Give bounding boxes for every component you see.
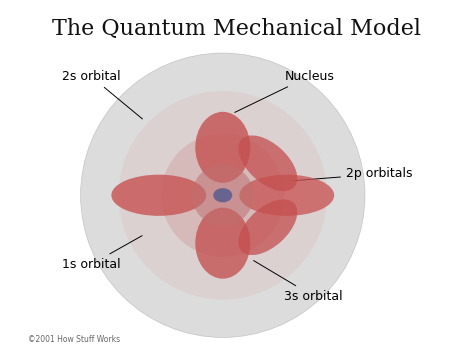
Ellipse shape [192,164,254,226]
Text: The Quantum Mechanical Model: The Quantum Mechanical Model [53,18,421,40]
Ellipse shape [239,175,334,216]
Ellipse shape [111,175,206,216]
Ellipse shape [81,53,365,338]
Text: 2s orbital: 2s orbital [62,70,142,119]
Ellipse shape [195,208,250,279]
Ellipse shape [118,91,327,300]
Text: Nucleus: Nucleus [235,70,334,113]
Ellipse shape [161,133,284,257]
Ellipse shape [238,136,297,191]
Text: 3s orbital: 3s orbital [254,261,343,303]
Ellipse shape [195,112,250,183]
Ellipse shape [213,188,232,202]
Text: 1s orbital: 1s orbital [62,236,142,271]
Text: 2p orbitals: 2p orbitals [292,168,412,181]
Ellipse shape [238,200,297,255]
Text: ©2001 How Stuff Works: ©2001 How Stuff Works [28,335,120,344]
